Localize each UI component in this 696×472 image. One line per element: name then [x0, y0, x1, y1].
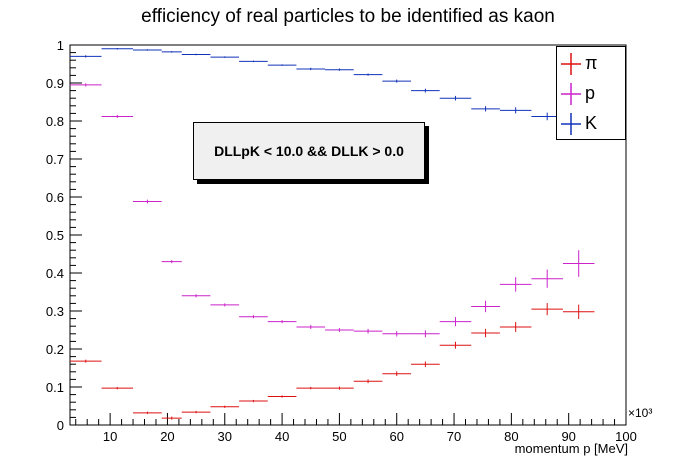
data-point: [353, 328, 383, 334]
y-tick-label: 0.5: [46, 228, 64, 243]
data-point: [499, 322, 532, 332]
x-axis-label: momentum p [MeV]: [514, 441, 628, 456]
data-point: [267, 64, 297, 66]
y-tick-label: 0.4: [46, 266, 64, 281]
x-tick-label: 40: [275, 429, 289, 444]
data-point: [411, 361, 440, 367]
data-point: [181, 53, 211, 56]
y-tick-label: 0.9: [46, 76, 64, 91]
data-point: [70, 83, 102, 87]
data-point: [353, 379, 383, 384]
data-point: [133, 411, 162, 414]
data-point: [239, 399, 268, 403]
chart-title: efficiency of real particles to be ident…: [141, 6, 555, 27]
data-point: [133, 49, 162, 51]
x-tick-label: 50: [332, 429, 346, 444]
data-point: [499, 277, 532, 292]
data-point: [101, 48, 134, 50]
data-point: [531, 303, 563, 316]
data-marks: [70, 48, 595, 420]
x-tick-label: 70: [447, 429, 461, 444]
data-point: [439, 317, 472, 327]
legend-label-kaon: K: [585, 113, 598, 133]
data-point: [101, 114, 134, 118]
data-point: [562, 250, 595, 277]
y-tick-label: 0.3: [46, 304, 64, 319]
y-tick-label: 0.2: [46, 342, 64, 357]
legend-label-proton: p: [585, 83, 596, 103]
x-axis-exponent: ×10³: [628, 406, 653, 420]
data-point: [439, 95, 472, 101]
data-point: [411, 88, 440, 93]
data-point: [499, 107, 532, 114]
data-point: [531, 269, 563, 288]
legend-item-kaon: K: [557, 109, 627, 139]
data-point: [267, 320, 297, 324]
data-point: [267, 395, 297, 398]
data-point: [133, 199, 162, 204]
data-point: [101, 387, 134, 390]
data-point: [70, 55, 102, 58]
data-point: [239, 60, 268, 63]
data-point: [296, 67, 326, 71]
data-point: [181, 410, 211, 414]
data-point: [181, 294, 211, 298]
y-tick-label: 0.6: [46, 190, 64, 205]
x-tick-label: 100: [615, 429, 637, 444]
data-point: [161, 416, 182, 420]
data-point: [411, 330, 440, 338]
y-tick-label: 1: [57, 38, 64, 53]
data-point: [325, 328, 354, 332]
data-point: [210, 56, 240, 58]
data-point: [439, 341, 472, 349]
data-point: [210, 405, 240, 408]
x-tick-label: 10: [103, 429, 117, 444]
data-point: [471, 106, 500, 112]
data-point: [296, 325, 326, 329]
data-point: [471, 300, 500, 313]
x-tick-label: 60: [389, 429, 403, 444]
x-tick-label: 80: [504, 429, 518, 444]
data-point: [239, 315, 268, 319]
legend-marker-pion: [561, 53, 581, 75]
y-tick-label: 0.8: [46, 114, 64, 129]
legend-label-pion: π: [585, 53, 598, 73]
data-point: [161, 51, 182, 53]
legend-item-proton: p: [557, 79, 627, 109]
y-tick-label: 0.7: [46, 152, 64, 167]
data-point: [382, 371, 412, 376]
data-point: [382, 79, 412, 83]
data-point: [562, 304, 595, 319]
legend: π p K: [556, 46, 626, 140]
selection-cut-box: DLLpK < 10.0 && DLLK > 0.0: [193, 122, 425, 180]
axes: 0 0.1 0.2 0.3 0.4 0.5 0.6 0.7 0.8 0.9 1 10 20 30 40 50 6…: [46, 38, 637, 444]
data-point: [382, 331, 412, 337]
data-point: [353, 73, 383, 76]
x-tick-label: 30: [218, 429, 232, 444]
data-point: [325, 386, 354, 390]
data-point: [70, 359, 102, 363]
frame: [69, 44, 627, 426]
x-tick-label: 90: [561, 429, 575, 444]
data-point: [161, 260, 182, 264]
data-point: [471, 328, 500, 338]
data-point: [325, 68, 354, 71]
data-point: [296, 387, 326, 390]
data-point: [210, 303, 240, 307]
y-tick-label: 0.1: [46, 380, 64, 395]
x-tick-label: 20: [160, 429, 174, 444]
legend-marker-proton: [561, 83, 581, 105]
selection-cut-text: DLLpK < 10.0 && DLLK > 0.0: [214, 143, 404, 159]
legend-item-pion: π: [557, 49, 627, 79]
y-tick-label: 0: [57, 418, 64, 433]
legend-marker-kaon: [561, 113, 581, 135]
